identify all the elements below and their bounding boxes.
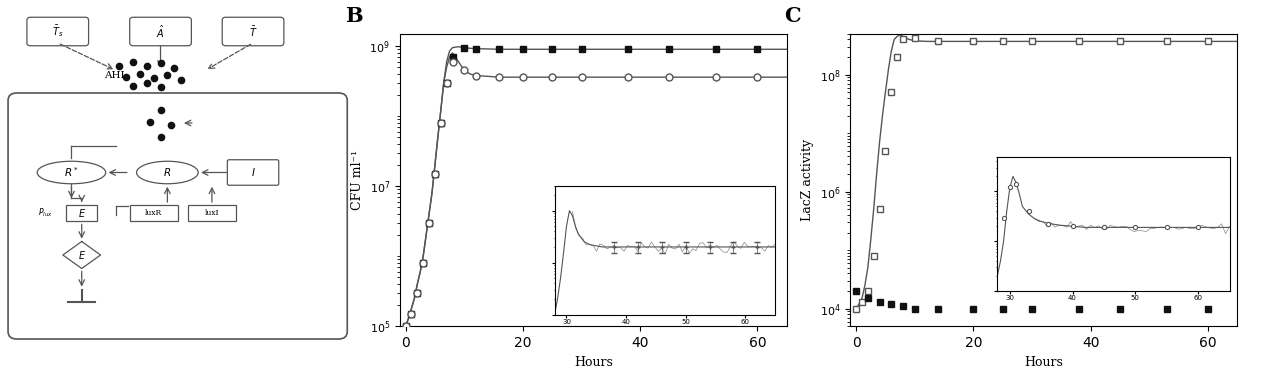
Y-axis label: LacZ activity: LacZ activity	[801, 139, 815, 221]
Text: $E$: $E$	[77, 207, 86, 219]
FancyBboxPatch shape	[222, 17, 284, 46]
Text: $I$: $I$	[251, 166, 255, 178]
FancyBboxPatch shape	[66, 205, 98, 221]
Text: $\bar{T}_s$: $\bar{T}_s$	[52, 24, 63, 39]
FancyBboxPatch shape	[227, 160, 279, 185]
FancyBboxPatch shape	[129, 17, 192, 46]
FancyBboxPatch shape	[129, 205, 178, 221]
Text: $R^*$: $R^*$	[63, 166, 79, 179]
FancyBboxPatch shape	[188, 205, 236, 221]
X-axis label: Hours: Hours	[574, 356, 613, 369]
Ellipse shape	[37, 161, 105, 184]
Text: $R$: $R$	[164, 166, 171, 178]
Text: $E$: $E$	[77, 249, 86, 261]
FancyBboxPatch shape	[8, 93, 348, 339]
FancyBboxPatch shape	[27, 17, 89, 46]
Text: luxR: luxR	[145, 209, 162, 217]
Text: B: B	[345, 6, 363, 26]
Text: AHL: AHL	[104, 71, 127, 80]
Text: $P_{lux}$: $P_{lux}$	[38, 207, 53, 219]
Text: $\hat{A}$: $\hat{A}$	[156, 23, 165, 40]
Text: $\bar{T}$: $\bar{T}$	[249, 24, 258, 39]
Y-axis label: CFU ml⁻¹: CFU ml⁻¹	[350, 150, 364, 210]
Text: C: C	[784, 6, 801, 26]
X-axis label: Hours: Hours	[1024, 356, 1063, 369]
Text: luxI: luxI	[204, 209, 220, 217]
Ellipse shape	[137, 161, 198, 184]
